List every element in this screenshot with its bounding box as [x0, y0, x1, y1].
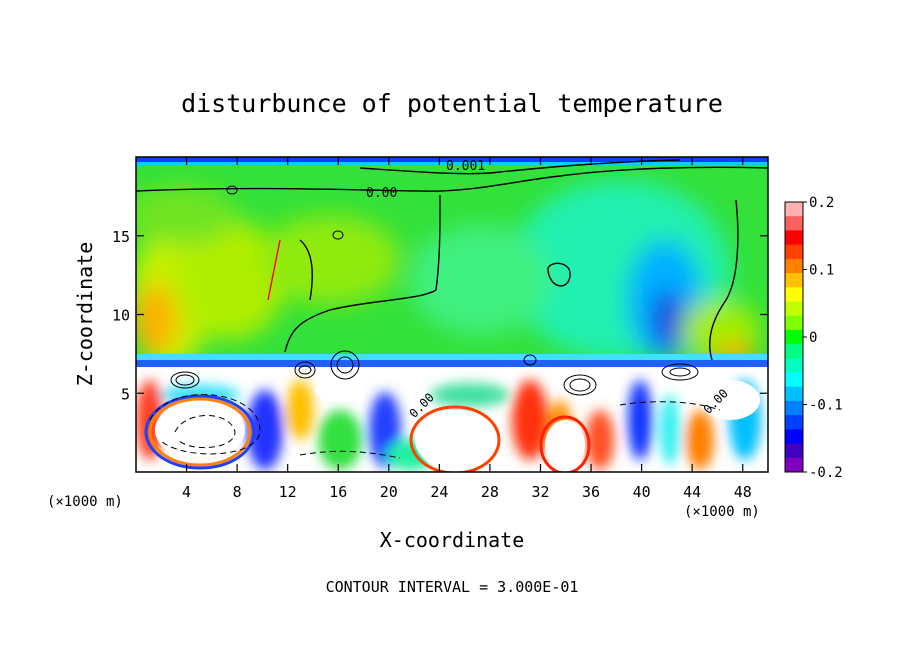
colorbar-tick-label: 0.2 [809, 195, 834, 211]
x-tick-label: 28 [481, 483, 499, 501]
contour-interval-note: CONTOUR INTERVAL = 3.000E-01 [326, 578, 579, 596]
colorbar-swatch [785, 216, 803, 231]
colorbar-swatch [785, 344, 803, 359]
colorbar-swatch [785, 287, 803, 302]
colorbar-swatch [785, 273, 803, 288]
colorbar-swatch [785, 329, 803, 345]
x-tick-label: 44 [683, 483, 701, 501]
colorbar-tick-label: 0.1 [809, 263, 834, 279]
colorbar-swatch [785, 244, 803, 260]
x-tick-label: 40 [633, 483, 651, 501]
x-tick-label: 12 [279, 483, 297, 501]
colorbar-swatch [785, 315, 803, 331]
colorbar-swatch [785, 415, 803, 430]
colorbar-swatch [785, 202, 803, 217]
contour-label: 0.00 [366, 186, 397, 201]
x-tick-label: 4 [182, 483, 191, 501]
y-tick-label: 5 [121, 385, 130, 403]
y-axis-label: Z-coordinate [73, 242, 97, 387]
x-tick-label: 20 [380, 483, 398, 501]
chart-title: disturbunce of potential temperature [181, 89, 723, 118]
y-tick-label: 10 [112, 307, 130, 325]
z-unit-label: (×1000 m) [47, 494, 123, 510]
colorbar-tick-label: 0 [809, 330, 817, 346]
x-axis-label: X-coordinate [380, 528, 525, 552]
colorbar-swatch [785, 230, 803, 246]
x-tick-label: 48 [734, 483, 752, 501]
colorbar-tick-label: -0.1 [809, 398, 843, 414]
heatmap-field [136, 157, 768, 472]
x-tick-label: 8 [233, 483, 242, 501]
colorbar-tick-label: -0.2 [809, 465, 843, 481]
x-unit-label: (×1000 m) [684, 504, 760, 520]
colorbar-swatch [785, 372, 803, 388]
colorbar-swatch [785, 301, 803, 317]
contour-label: 0.001 [446, 159, 485, 174]
colorbar-swatch [785, 457, 803, 473]
colorbar-swatch [785, 443, 803, 459]
y-tick-label: 15 [112, 228, 130, 246]
colorbar-swatch [785, 429, 803, 445]
x-axis: 4 8 12 16 20 24 28 32 36 40 44 48 [182, 157, 752, 501]
x-tick-label: 16 [329, 483, 347, 501]
x-tick-label: 24 [430, 483, 448, 501]
colorbar: 0.2 0.1 0 -0.1 -0.2 [784, 195, 843, 481]
x-tick-label: 32 [531, 483, 549, 501]
y-axis: 5 10 15 [112, 228, 768, 403]
colorbar-swatch [785, 400, 803, 416]
colorbar-swatch [785, 386, 803, 402]
colorbar-swatch [785, 258, 803, 274]
colorbar-swatch [785, 358, 803, 374]
x-tick-label: 36 [582, 483, 600, 501]
